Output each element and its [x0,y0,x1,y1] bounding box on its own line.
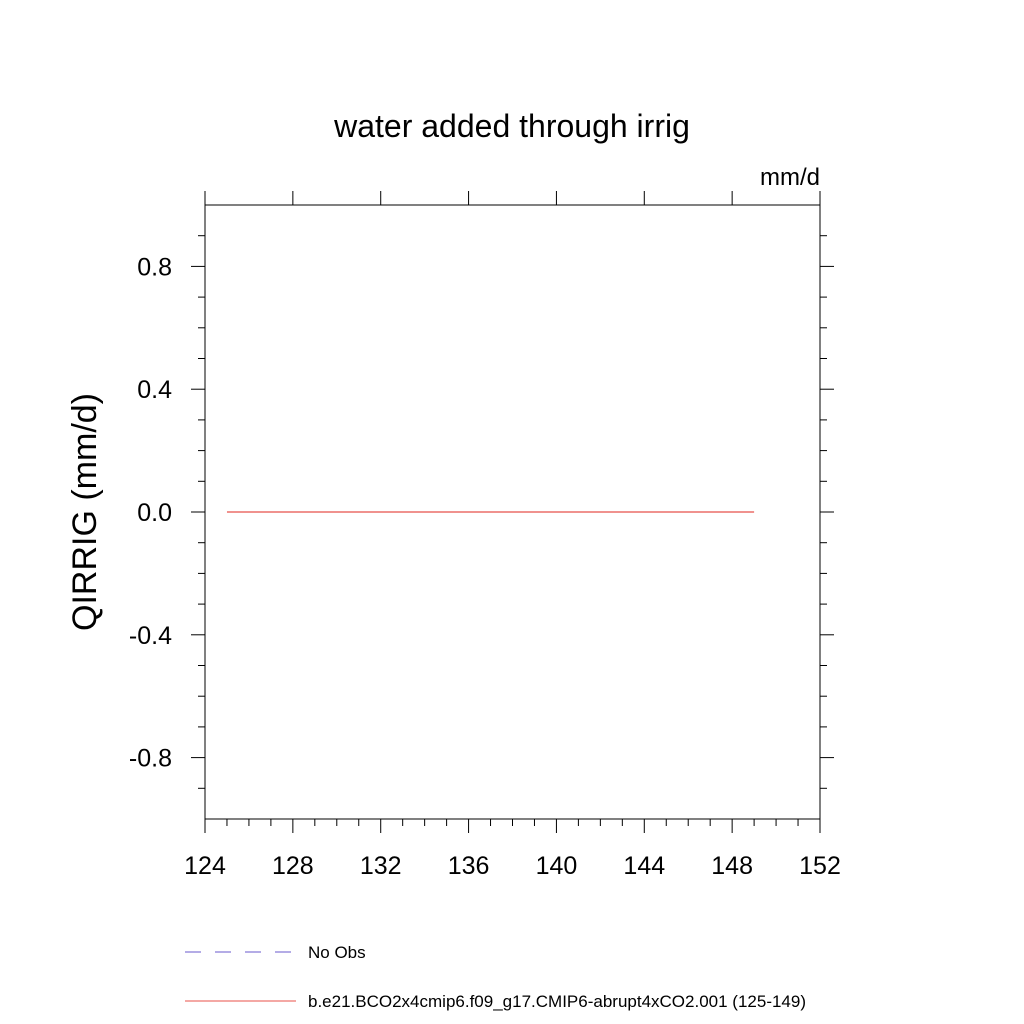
y-tick-label: 0.8 [137,253,172,281]
x-tick-label: 136 [448,852,490,880]
x-tick-label: 152 [799,852,841,880]
units-label: mm/d [760,164,820,191]
axis-ticks: 124 128 132 136 140 144 148 152 0.8 0.4 0.0 -0.4 -0.… [129,191,841,880]
x-tick-label: 144 [623,852,665,880]
y-tick-label: -0.8 [129,745,172,773]
legend-label-1: b.e21.BCO2x4cmip6.f09_g17.CMIP6-abrupt4x… [308,992,806,1011]
chart-title: water added through irrig [333,108,690,144]
x-tick-label: 148 [711,852,753,880]
x-tick-label: 132 [360,852,402,880]
x-tick-label: 124 [184,852,226,880]
x-tick-label: 140 [536,852,578,880]
y-tick-label: 0.4 [137,376,172,404]
x-tick-label: 128 [272,852,314,880]
y-axis-label: QIRRIG (mm/d) [66,393,104,631]
legend: No Obs b.e21.BCO2x4cmip6.f09_g17.CMIP6-ab… [185,943,806,1011]
legend-label-0: No Obs [308,943,366,962]
y-tick-label: 0.0 [137,499,172,527]
y-tick-label: -0.4 [129,622,172,650]
